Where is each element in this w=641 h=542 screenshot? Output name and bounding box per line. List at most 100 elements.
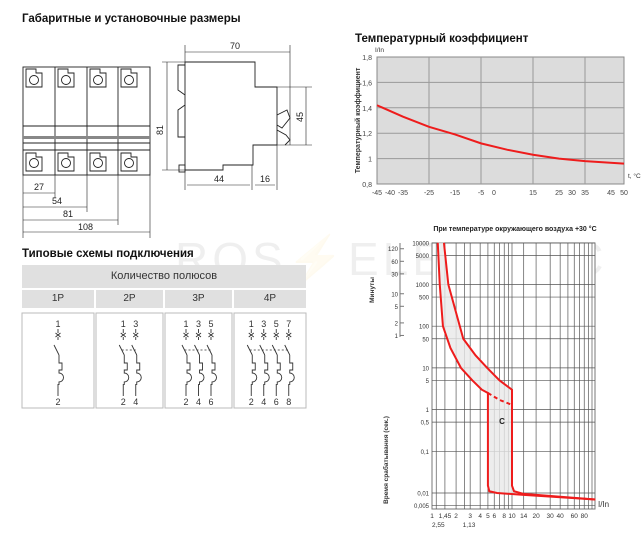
x-tick-label-extra: 1,13 [463, 522, 476, 529]
y-axis-label: Температурный коэффициент [354, 67, 362, 173]
x-tick-label: 4 [478, 513, 482, 520]
dim-108: 108 [78, 222, 93, 232]
plot-area [376, 56, 625, 185]
y-tick-label: 500 [419, 296, 430, 302]
plot-area [431, 242, 596, 510]
y-tick-label: 10 [422, 366, 429, 372]
minutes-tick-label: 10 [391, 292, 398, 298]
x-tick-label: -15 [450, 190, 460, 197]
x-tick-label: 0 [492, 190, 496, 197]
terminal-box [120, 152, 138, 172]
terminal-number: 3 [133, 319, 138, 329]
y-tick-label: 100 [419, 325, 430, 331]
breaker-pole-symbol [53, 329, 64, 396]
scheme-cell [164, 312, 233, 409]
terminal-number: 6 [274, 397, 279, 407]
x-tick-label: 20 [532, 513, 540, 520]
terminal-number: 7 [286, 319, 291, 329]
tripping-band [437, 242, 596, 500]
terminal-screw-icon [124, 158, 134, 168]
x-tick-label: 30 [568, 190, 576, 197]
y-tick-label: 1,8 [362, 55, 372, 62]
y-tick-label: 5 [426, 379, 430, 385]
x-tick-label: -35 [398, 190, 408, 197]
x-tick-label: 1 [430, 513, 434, 520]
terminal-screw-icon [124, 75, 134, 85]
y-axis-label: Время срабатывания (сек.) [382, 416, 390, 504]
dim-81-height: 81 [155, 125, 165, 135]
y-tick-label: 50 [422, 337, 429, 343]
x-tick-label: 30 [547, 513, 555, 520]
terminal-screw-icon [29, 75, 39, 85]
col-2p: 2P [96, 290, 163, 308]
x-tick-label: 15 [529, 190, 537, 197]
y-tick-label: 0,8 [362, 182, 372, 189]
temp-chart-title: Температурный коэффициент [355, 33, 529, 45]
x-tick-label: 10 [508, 513, 516, 520]
y-unit-label: I/In [375, 47, 384, 54]
x-tick-label: -25 [424, 190, 434, 197]
y-tick-label: 1,6 [362, 80, 372, 87]
y-tick-label: 1,2 [362, 131, 372, 138]
terminal-screw-icon [93, 158, 103, 168]
x-tick-label: 5 [486, 513, 490, 520]
terminal-box [57, 68, 75, 88]
terminal-screw-icon [61, 75, 71, 85]
terminal-screw-icon [93, 75, 103, 85]
y-tick-label: 0,1 [421, 450, 430, 456]
terminal-screw-icon [29, 158, 39, 168]
x-tick-label: 8 [502, 513, 506, 520]
front-view [22, 66, 151, 176]
terminal-number: 2 [121, 397, 126, 407]
dim-81: 81 [63, 209, 73, 219]
scheme-2P: 1 2 3 4 [118, 319, 142, 407]
side-dimensions [162, 45, 312, 190]
terminal-box [89, 68, 107, 88]
trip-curve-3 [487, 392, 513, 406]
y-tick-label: 1 [426, 408, 430, 414]
minutes-tick-label: 120 [388, 247, 399, 253]
dim-54: 54 [52, 196, 62, 206]
terminal-box [57, 152, 75, 172]
scheme-1P: 12 [53, 319, 64, 407]
x-tick-label: 25 [555, 190, 563, 197]
x-tick-label: -45 [372, 190, 382, 197]
schemes-title: Типовые схемы подключения [22, 248, 194, 260]
x-tick-label: 6 [492, 513, 496, 520]
dim-45: 45 [295, 112, 305, 122]
terminal-number: 8 [286, 397, 291, 407]
scheme-cell [95, 312, 164, 409]
series-line [376, 104, 625, 165]
terminal-number: 1 [184, 319, 189, 329]
x-tick-label: 3 [468, 513, 472, 520]
x-tick-label: 2 [454, 513, 458, 520]
col-4p: 4P [234, 290, 306, 308]
dim-44: 44 [214, 174, 224, 184]
terminal-number: 5 [274, 319, 279, 329]
x-tick-label-extra: 2,55 [432, 522, 445, 529]
minutes-tick-label: 1 [395, 334, 399, 340]
y-tick-label: 1 [368, 157, 372, 164]
terminal-number: 3 [196, 319, 201, 329]
y-tick-label: 1,4 [362, 106, 372, 113]
terminal-number: 1 [121, 319, 126, 329]
x-tick-label: 50 [620, 190, 628, 197]
terminal-number: 5 [209, 319, 214, 329]
terminal-number: 2 [56, 397, 61, 407]
temperature-chart: 0,8 1 1,2 1,4 1,6 1,8 -45 -40 -35 -25 -15 -5 0 15 25 30… [354, 47, 641, 197]
terminal-number: 1 [56, 319, 61, 329]
poles-header: Количество полюсов [22, 265, 306, 288]
trip-curve-2 [442, 242, 596, 501]
x-axis-label: t, °C [628, 172, 641, 180]
y-tick-label: 0,5 [421, 421, 430, 427]
minutes-tick-label: 5 [395, 305, 399, 311]
terminal-number: 6 [209, 397, 214, 407]
scheme-cell [21, 312, 95, 409]
dimension-drawing: 27 54 81 108 70 81 45 44 16 [22, 41, 312, 238]
front-dimensions [22, 175, 151, 238]
col-1p: 1P [22, 290, 94, 308]
terminal-box [120, 68, 138, 88]
